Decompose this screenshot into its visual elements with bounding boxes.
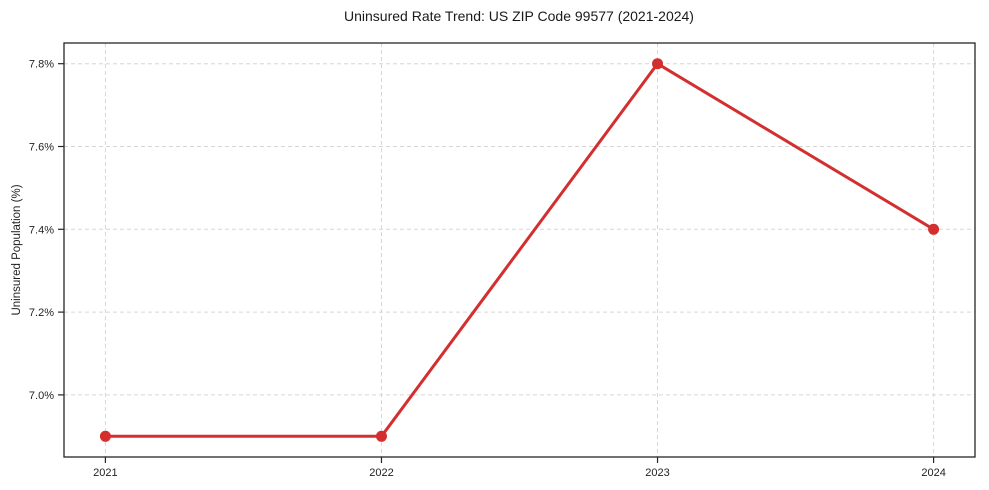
x-tick-label: 2022 (369, 467, 393, 479)
y-axis-label: Uninsured Population (%) (11, 184, 23, 315)
trend-line (103, 62, 936, 438)
data-point-marker-2021 (99, 430, 111, 442)
y-tick-label: 7.4% (29, 224, 54, 236)
y-tick-label: 7.6% (29, 142, 54, 154)
axis-layer: 7.0% 7.2% 7.4% 7.6% 7.8% 2021 2022 2023 2024 (29, 42, 976, 479)
x-tick-label: 2023 (645, 467, 669, 479)
series-layer (99, 58, 940, 442)
x-tick-label: 2021 (93, 467, 117, 479)
x-tick-label: 2024 (921, 467, 945, 479)
chart-title: Uninsured Rate Trend: US ZIP Code 99577 … (344, 8, 694, 24)
grid-layer (64, 43, 975, 457)
y-tick-label: 7.8% (29, 59, 54, 71)
plot-border (63, 42, 976, 458)
data-point-marker-2023 (652, 58, 664, 70)
data-point-marker-2024 (928, 223, 940, 235)
y-tick-label: 7.0% (29, 390, 54, 402)
y-tick-label: 7.2% (29, 307, 54, 319)
data-point-marker-2022 (375, 430, 387, 442)
